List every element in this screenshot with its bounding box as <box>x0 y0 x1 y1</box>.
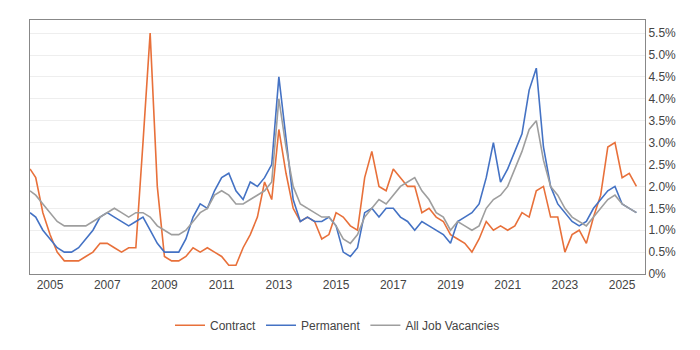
svg-text:2007: 2007 <box>94 278 121 292</box>
svg-text:4.0%: 4.0% <box>648 92 676 106</box>
svg-text:2005: 2005 <box>37 278 64 292</box>
svg-text:2025: 2025 <box>609 278 636 292</box>
svg-text:Permanent: Permanent <box>301 319 360 333</box>
svg-text:2023: 2023 <box>552 278 579 292</box>
svg-text:Contract: Contract <box>210 319 256 333</box>
svg-text:1.5%: 1.5% <box>648 202 676 216</box>
svg-text:2.5%: 2.5% <box>648 158 676 172</box>
svg-text:2009: 2009 <box>151 278 178 292</box>
svg-text:All Job Vacancies: All Job Vacancies <box>405 319 499 333</box>
svg-text:2015: 2015 <box>323 278 350 292</box>
svg-text:2013: 2013 <box>266 278 293 292</box>
svg-text:2011: 2011 <box>209 278 235 292</box>
svg-text:3.0%: 3.0% <box>648 136 676 150</box>
svg-text:2019: 2019 <box>437 278 464 292</box>
svg-text:2017: 2017 <box>380 278 407 292</box>
svg-text:2.0%: 2.0% <box>648 180 676 194</box>
svg-text:5.5%: 5.5% <box>648 26 676 40</box>
svg-text:4.5%: 4.5% <box>648 70 676 84</box>
svg-text:2021: 2021 <box>494 278 521 292</box>
svg-text:1.0%: 1.0% <box>648 223 676 237</box>
svg-text:5.0%: 5.0% <box>648 48 676 62</box>
svg-text:0%: 0% <box>648 267 666 281</box>
svg-text:0.5%: 0.5% <box>648 245 676 259</box>
svg-text:3.5%: 3.5% <box>648 114 676 128</box>
